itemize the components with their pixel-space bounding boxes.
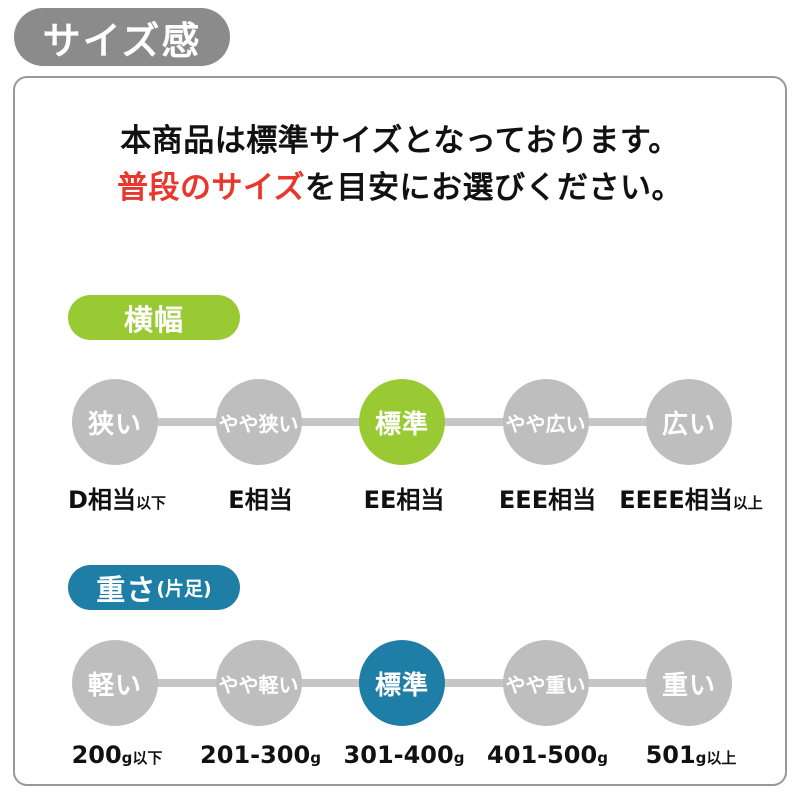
weight-step-0-value-suffix: g以下 [121, 749, 163, 768]
weight-step-0-value: 200g以下 [72, 741, 163, 769]
weight-label-suffix: (片足) [156, 578, 212, 601]
intro-line2-rest: を目安にお選びください。 [305, 170, 684, 207]
weight-step-4-value-suffix: g以上 [695, 749, 737, 768]
width-values-row: D相当以下 E相当 EE相当 EEE相当 EEEE相当以上 [15, 480, 785, 514]
width-step-0-value-main: D相当 [68, 486, 136, 515]
weight-step-4-circle: 重い [646, 640, 732, 727]
weight-label: 重さ [96, 572, 157, 607]
width-scale-section: 横幅 狭い やや狭い 標準 やや広い 広い D相当以下 E相当 EE相当 EEE相当 EEEE相当以… [15, 295, 785, 514]
width-step-2-circle: 標準 [359, 379, 445, 466]
width-step-2-value-main: EE相当 [363, 486, 445, 515]
weight-values-row: 200g以下 201-300g 301-400g 401-500g 501g以上 [15, 741, 785, 769]
width-step-1-value: E相当 [228, 480, 292, 515]
weight-step-4-value: 501g以上 [646, 741, 737, 769]
width-step-0-value: D相当以下 [68, 480, 166, 515]
weight-step-1-value-main: 201-300 [200, 741, 311, 770]
weight-step-1-value-suffix: g [310, 749, 321, 768]
weight-step-1-circle: やや軽い [215, 640, 302, 727]
width-step-4-value-suffix: 以上 [732, 494, 763, 513]
weight-step-2-value: 301-400g [344, 741, 465, 769]
width-step-3-value: EEE相当 [499, 480, 596, 515]
page-title-badge: サイズ感 [14, 8, 230, 66]
weight-step-0-value-main: 200 [71, 741, 122, 770]
page-title: サイズ感 [42, 18, 202, 63]
width-step-0-value-suffix: 以下 [135, 494, 166, 513]
width-step-1-value-main: E相当 [228, 486, 293, 515]
weight-step-3-value-suffix: g [597, 749, 608, 768]
weight-step-2-value-suffix: g [453, 749, 465, 768]
width-label-pill: 横幅 [68, 295, 240, 341]
weight-step-2-circle: 標準 [359, 640, 445, 727]
weight-steps-row: 軽い やや軽い 標準 やや重い 重い [72, 640, 732, 727]
weight-step-3-circle: やや重い [502, 640, 589, 727]
weight-step-1-value: 201-300g [200, 741, 321, 769]
sections-container: 横幅 狭い やや狭い 標準 やや広い 広い D相当以下 E相当 EE相当 EEE相当 EEEE相当以… [15, 295, 785, 769]
weight-step-2-value-main: 301-400 [343, 741, 454, 770]
width-step-4-value: EEEE相当以上 [619, 480, 763, 515]
weight-step-0-circle: 軽い [72, 640, 158, 727]
intro-text: 本商品は標準サイズとなっております。 普段のサイズを目安にお選びください。 [15, 118, 785, 212]
weight-step-3-value-main: 401-500 [487, 741, 598, 770]
width-step-2-value: EE相当 [364, 480, 445, 515]
width-step-1-circle: やや狭い [215, 379, 302, 466]
weight-step-3-value: 401-500g [487, 741, 608, 769]
intro-line1: 本商品は標準サイズとなっております。 [120, 123, 680, 159]
weight-label-pill: 重さ (片足) [68, 565, 240, 611]
width-step-4-value-main: EEEE相当 [619, 486, 733, 515]
weight-step-4-value-main: 501 [645, 741, 696, 770]
width-step-0-circle: 狭い [72, 379, 158, 466]
weight-scale-section: 重さ (片足) 軽い やや軽い 標準 やや重い 重い 200g以下 201-300g 301-40… [15, 565, 785, 769]
intro-highlight: 普段のサイズ [116, 170, 306, 207]
width-steps-row: 狭い やや狭い 標準 やや広い 広い [72, 379, 732, 466]
width-step-3-circle: やや広い [502, 379, 589, 466]
size-guide-panel: 本商品は標準サイズとなっております。 普段のサイズを目安にお選びください。 横幅… [13, 76, 787, 786]
width-label: 横幅 [123, 302, 184, 337]
width-step-3-value-main: EEE相当 [498, 486, 597, 515]
width-step-4-circle: 広い [646, 379, 732, 466]
